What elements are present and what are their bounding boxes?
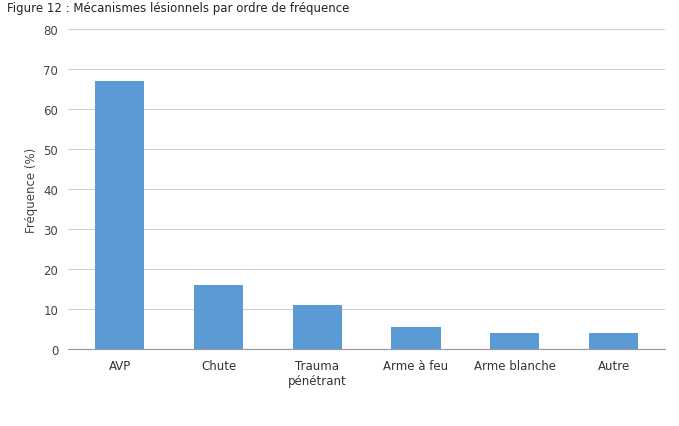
Bar	[391, 327, 441, 349]
Bar	[194, 285, 243, 349]
Bar	[293, 305, 342, 349]
Y-axis label: Fréquence (%): Fréquence (%)	[24, 147, 38, 232]
Bar	[95, 82, 145, 349]
Bar	[589, 333, 638, 349]
Bar	[490, 333, 540, 349]
Text: Figure 12 : Mécanismes lésionnels par ordre de fréquence: Figure 12 : Mécanismes lésionnels par or…	[7, 2, 349, 15]
